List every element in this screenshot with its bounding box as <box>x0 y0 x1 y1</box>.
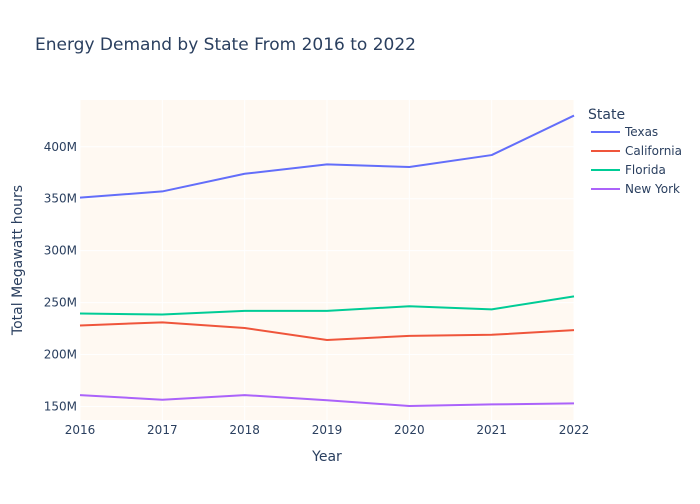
y-tick-label: 200M <box>44 348 77 362</box>
y-tick-label: 150M <box>44 399 77 413</box>
gridlines <box>79 100 575 420</box>
y-tick-label: 350M <box>44 192 77 206</box>
x-tick-label: 2019 <box>312 423 343 437</box>
x-tick-label: 2022 <box>559 423 590 437</box>
series-lines <box>79 114 575 407</box>
legend[interactable]: State Texas California Florida New York <box>588 107 682 196</box>
series-line-new-york[interactable] <box>79 394 575 407</box>
x-axis-ticks: 2016 2017 2018 2019 2020 2021 2022 <box>65 423 590 437</box>
y-axis-title: Total Megawatt hours <box>10 185 26 336</box>
legend-label-california: California <box>625 144 682 158</box>
series-line-florida[interactable] <box>79 295 575 316</box>
series-line-california[interactable] <box>79 321 575 341</box>
x-tick-label: 2016 <box>65 423 96 437</box>
series-line-texas[interactable] <box>79 114 575 199</box>
x-axis-title: Year <box>311 449 342 465</box>
legend-title: State <box>588 107 625 123</box>
legend-label-texas: Texas <box>624 125 658 139</box>
legend-item-texas[interactable]: Texas <box>591 125 658 139</box>
y-axis-ticks: 150M 200M 250M 300M 350M 400M <box>44 140 77 414</box>
legend-items: Texas California Florida New York <box>591 125 682 196</box>
legend-item-florida[interactable]: Florida <box>591 163 666 177</box>
chart-title: Energy Demand by State From 2016 to 2022 <box>35 35 416 55</box>
legend-label-new-york: New York <box>625 182 680 196</box>
legend-item-new-york[interactable]: New York <box>591 182 680 196</box>
y-tick-label: 250M <box>44 296 77 310</box>
x-tick-label: 2021 <box>476 423 507 437</box>
x-tick-label: 2018 <box>229 423 260 437</box>
legend-label-florida: Florida <box>625 163 666 177</box>
y-tick-label: 400M <box>44 140 77 154</box>
legend-item-california[interactable]: California <box>591 144 682 158</box>
y-tick-label: 300M <box>44 244 77 258</box>
x-tick-label: 2017 <box>147 423 178 437</box>
x-tick-label: 2020 <box>394 423 425 437</box>
